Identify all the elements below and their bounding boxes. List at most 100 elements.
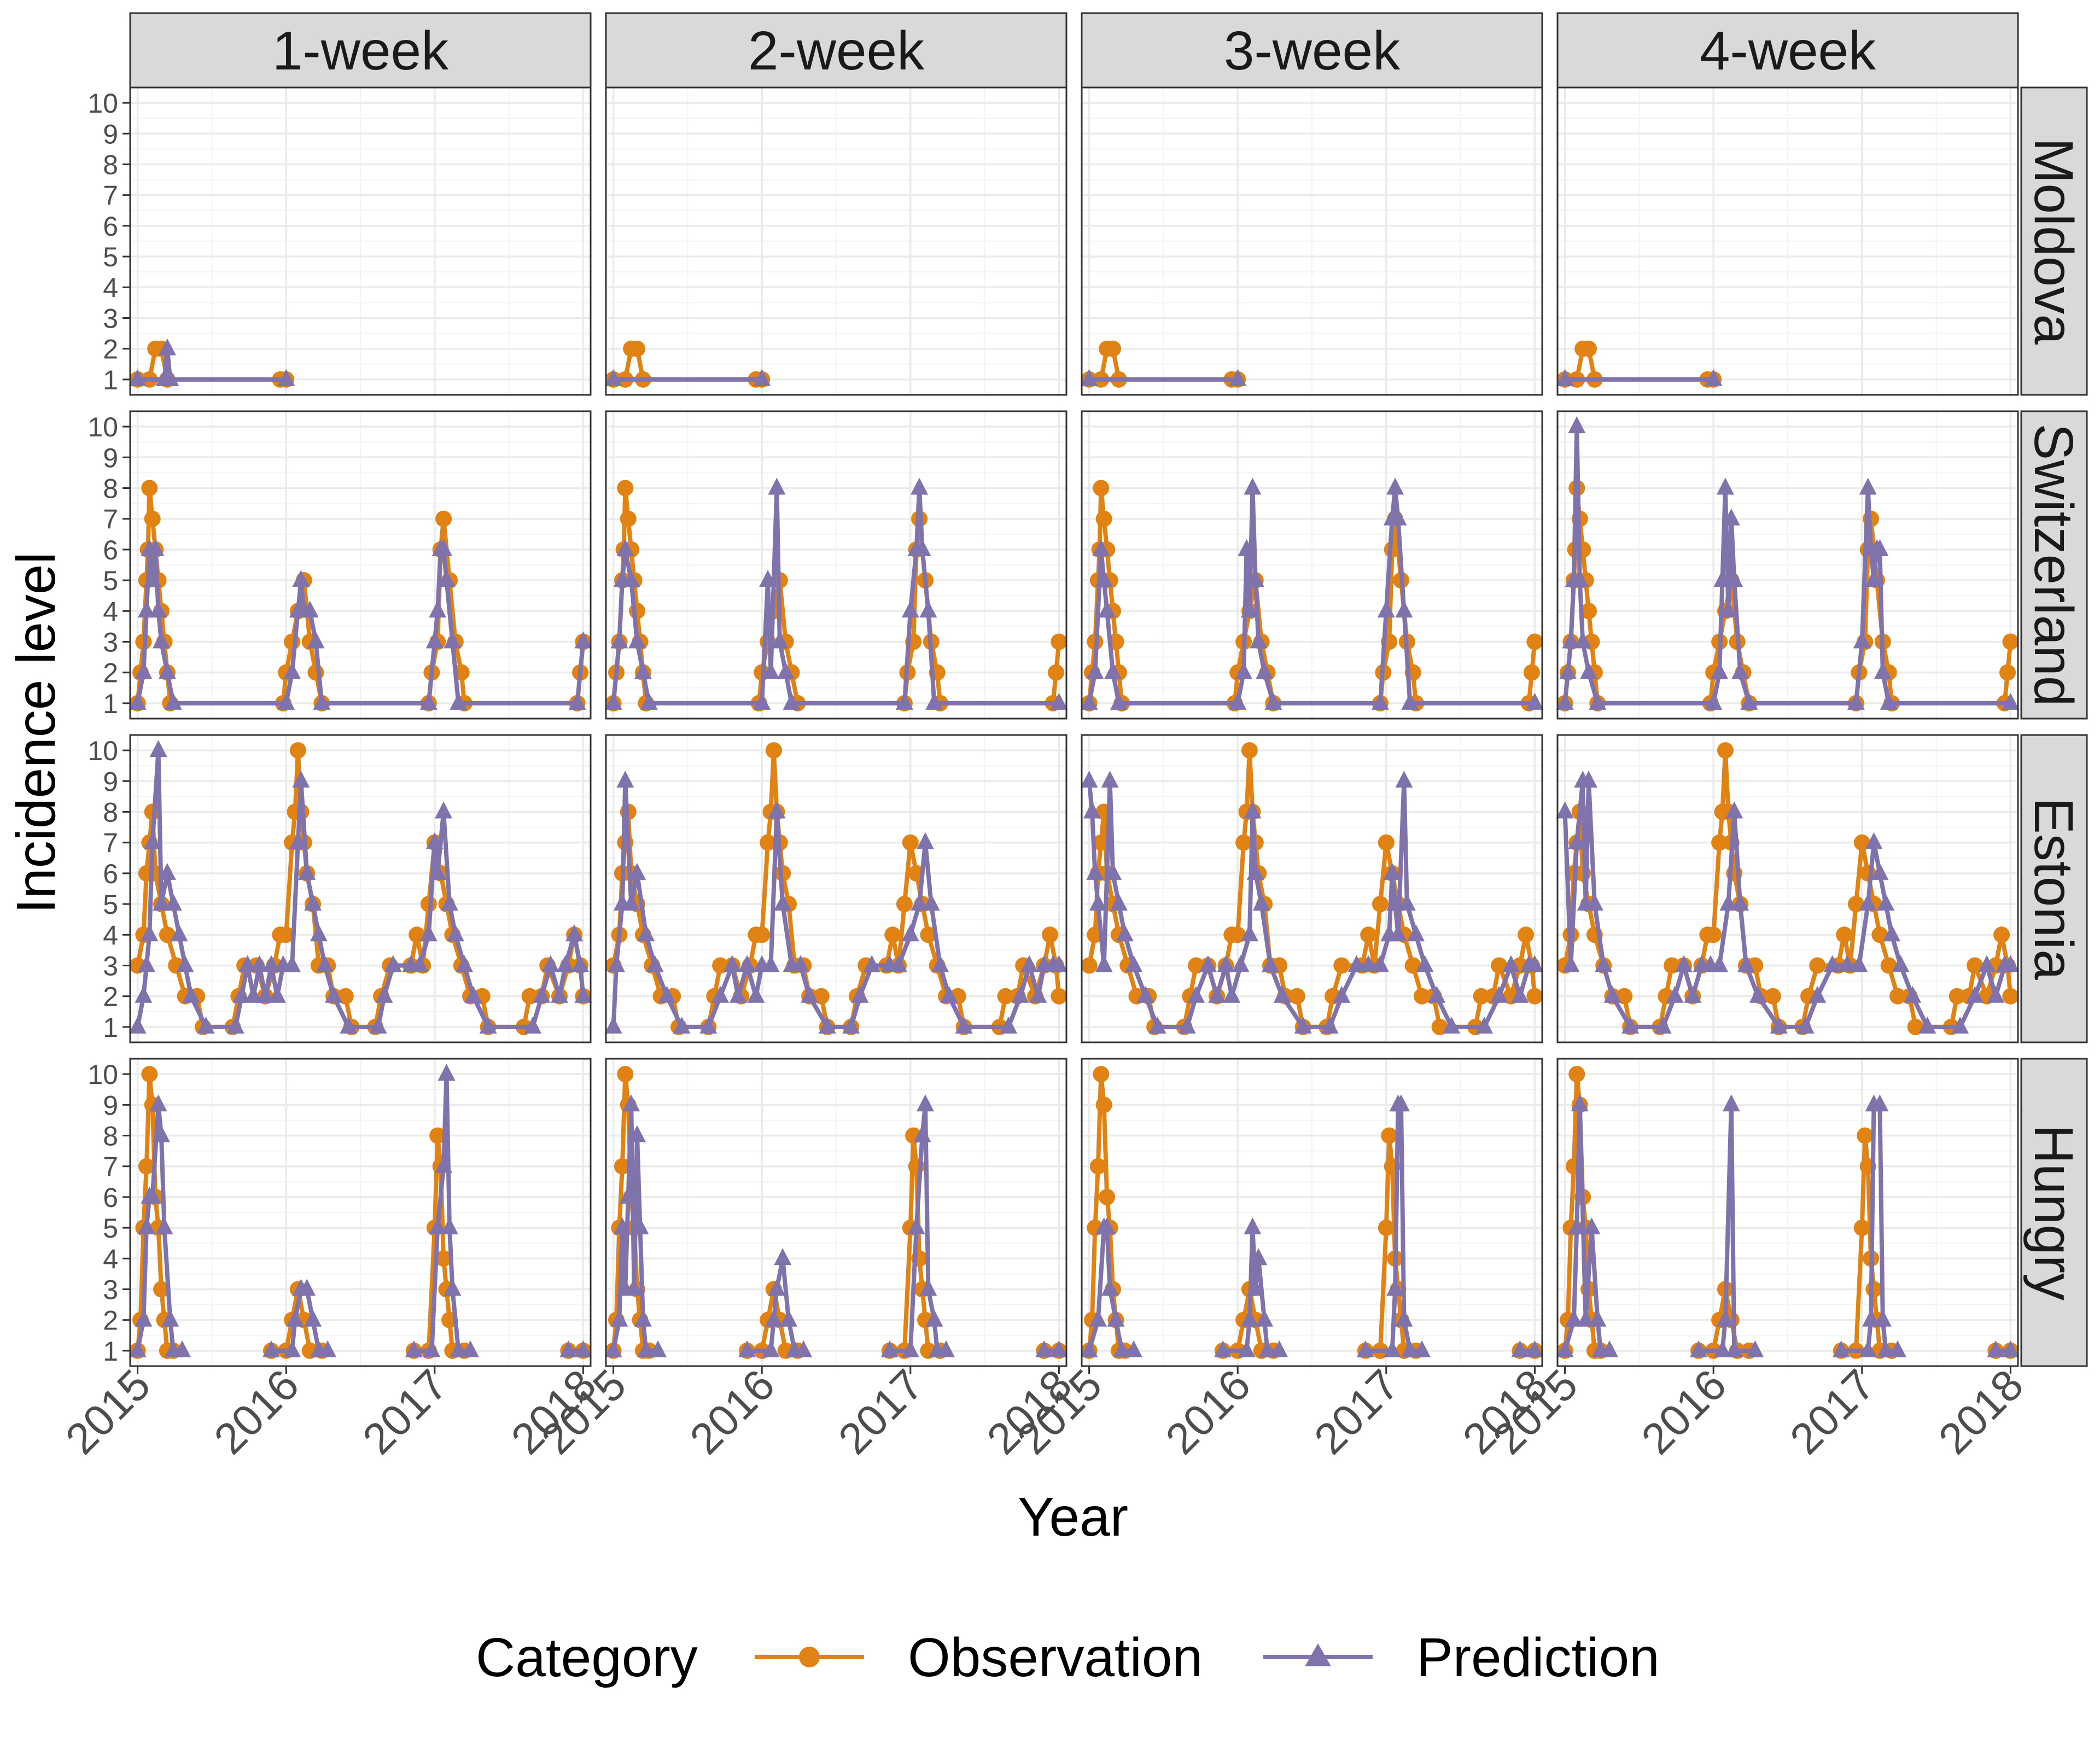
y-tick-label: 2: [103, 658, 118, 689]
prediction-point: [1029, 985, 1047, 1003]
prediction-point: [801, 985, 819, 1003]
prediction-point: [129, 1340, 147, 1357]
observation-point: [1889, 988, 1906, 1005]
panel-switzerland-4-week: [1556, 410, 2020, 720]
observation-point: [1051, 988, 1068, 1005]
prediction-point: [637, 1340, 655, 1357]
prediction-point: [137, 1217, 155, 1235]
prediction-point: [1731, 662, 1749, 679]
y-tick-label: 4: [103, 1244, 118, 1274]
prediction-point: [604, 1340, 622, 1357]
y-tick-label: 7: [103, 1152, 118, 1182]
prediction-point: [141, 924, 159, 942]
observation-point: [1491, 957, 1508, 974]
prediction-point: [1847, 692, 1865, 710]
prediction-point: [673, 1016, 691, 1034]
row-strip-label: Moldova: [2023, 138, 2084, 345]
prediction-point: [1511, 985, 1529, 1003]
prediction-point: [435, 1156, 453, 1173]
observation-point: [1568, 1066, 1585, 1083]
prediction-point: [1654, 1016, 1672, 1034]
panel-border: [605, 410, 1068, 720]
observation-point: [1865, 1281, 1882, 1298]
prediction-point: [931, 955, 949, 972]
prediction-point: [164, 894, 182, 911]
prediction-point: [907, 1217, 925, 1235]
prediction-point: [1386, 477, 1404, 495]
panel-border: [1081, 410, 1543, 720]
prediction-point: [405, 1340, 423, 1357]
panel-estonia-3-week: [1080, 734, 1544, 1043]
prediction-point: [1987, 985, 2005, 1003]
panel-border: [605, 1058, 1068, 1367]
prediction-point: [759, 570, 777, 587]
prediction-point: [1080, 1340, 1098, 1357]
observation-point: [1580, 340, 1597, 357]
prediction-point: [634, 662, 652, 679]
row-strip-switzerland: [2020, 410, 2088, 720]
prediction-point: [646, 955, 664, 972]
observation-point: [1099, 1188, 1116, 1205]
prediction-point: [616, 539, 634, 556]
prediction-point: [1104, 862, 1122, 880]
prediction-point: [1386, 1279, 1404, 1296]
prediction-point: [158, 862, 176, 880]
panel-switzerland-3-week: [1080, 410, 1544, 720]
y-axis-title: Incidence level: [5, 552, 67, 914]
prediction-point: [616, 771, 634, 788]
facet-panels: [129, 86, 2020, 1367]
prediction-point: [863, 955, 881, 972]
prediction-point: [768, 1279, 786, 1296]
prediction-point: [1264, 692, 1282, 710]
prediction-point: [441, 894, 458, 911]
prediction-point: [1675, 955, 1693, 972]
prediction-point: [153, 631, 170, 649]
prediction-point: [1217, 955, 1235, 972]
prediction-point: [604, 1016, 622, 1034]
prediction-point: [129, 1016, 147, 1034]
prediction-point: [1705, 369, 1723, 386]
x-axis-title: Year: [1018, 1486, 1128, 1548]
observation-point: [1764, 988, 1781, 1005]
prediction-point: [604, 692, 622, 710]
prediction-point: [316, 955, 334, 972]
prediction-point: [1050, 692, 1068, 710]
observation-line: [1839, 1133, 1894, 1353]
prediction-point: [1871, 1094, 1889, 1112]
y-tick-label: 7: [103, 828, 118, 859]
observation-point: [1093, 1066, 1110, 1083]
prediction-point: [1918, 1016, 1936, 1034]
prediction-point: [551, 985, 568, 1003]
prediction-point: [1095, 955, 1113, 972]
y-tick-label: 6: [103, 211, 118, 242]
observation-line: [411, 1133, 467, 1353]
prediction-point: [1238, 1340, 1256, 1357]
prediction-point: [1386, 894, 1404, 911]
prediction-point: [1229, 369, 1247, 386]
prediction-point: [622, 894, 640, 911]
prediction-point: [129, 369, 147, 386]
prediction-point: [1716, 1309, 1734, 1327]
observation-point: [144, 510, 161, 527]
prediction-point: [1666, 985, 1684, 1003]
column-strip-label: 4-week: [1700, 20, 1876, 81]
prediction-point: [774, 894, 792, 911]
observation-point: [760, 834, 777, 851]
prediction-point: [1562, 955, 1580, 972]
prediction-point: [880, 1340, 899, 1357]
observation-point: [754, 926, 771, 943]
prediction-point: [1526, 692, 1544, 710]
prediction-point: [1348, 955, 1366, 972]
prediction-point: [1377, 600, 1395, 618]
prediction-point: [441, 1217, 458, 1235]
prediction-point: [283, 1340, 301, 1357]
prediction-point: [1413, 1340, 1431, 1357]
prediction-point: [1401, 692, 1419, 710]
panel-moldova-3-week: [1080, 86, 1543, 396]
observation-point: [813, 988, 830, 1005]
prediction-point: [1244, 477, 1262, 495]
prediction-point: [158, 338, 176, 355]
prediction-point: [628, 862, 646, 880]
panel-border: [129, 410, 592, 720]
row-strip-label: Hungry: [2023, 1124, 2084, 1300]
